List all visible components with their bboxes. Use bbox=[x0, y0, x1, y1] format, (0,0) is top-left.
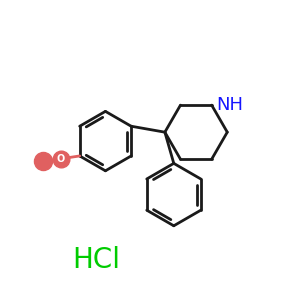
Text: NH: NH bbox=[216, 96, 243, 114]
Text: HCl: HCl bbox=[73, 246, 121, 274]
Text: O: O bbox=[56, 154, 65, 164]
